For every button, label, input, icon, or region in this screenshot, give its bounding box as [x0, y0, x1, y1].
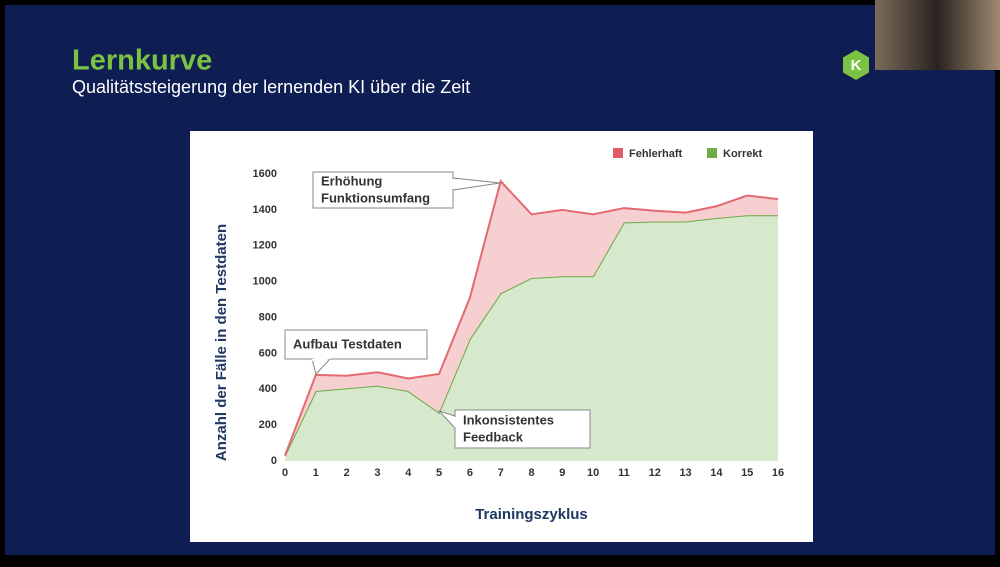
annotation-text: Funktionsumfang — [321, 190, 430, 205]
x-tick-label: 7 — [498, 467, 504, 479]
x-tick-label: 14 — [710, 467, 723, 479]
x-tick-label: 12 — [649, 467, 661, 479]
x-tick-label: 0 — [282, 467, 288, 479]
y-tick-label: 1600 — [253, 168, 277, 180]
x-tick-label: 2 — [344, 467, 350, 479]
legend-label: Korrekt — [723, 148, 762, 160]
y-tick-label: 1000 — [253, 276, 277, 288]
x-tick-label: 8 — [528, 467, 534, 479]
slide-subtitle: Qualitätssteigerung der lernenden KI übe… — [72, 77, 470, 97]
legend-swatch — [613, 148, 623, 158]
annotation-text: Aufbau Testdaten — [293, 336, 402, 351]
legend-swatch — [707, 148, 717, 158]
annotation-box — [312, 171, 454, 209]
y-axis-label: Anzahl der Fälle in den Testdaten — [213, 224, 230, 461]
annotation-text: Feedback — [463, 429, 524, 444]
y-tick-label: 1200 — [253, 240, 277, 252]
area — [285, 181, 778, 456]
x-tick-label: 1 — [313, 467, 319, 479]
annotation-box — [454, 409, 591, 449]
y-tick-label: 1400 — [253, 204, 277, 216]
x-tick-label: 10 — [587, 467, 599, 479]
logo — [843, 50, 869, 80]
y-tick-label: 0 — [271, 455, 277, 467]
y-tick-label: 600 — [259, 347, 277, 359]
annotation-seam — [311, 357, 331, 361]
x-tick-label: 16 — [772, 467, 784, 479]
x-tick-label: 4 — [405, 467, 412, 479]
annotation-text: Erhöhung — [321, 173, 382, 188]
annotation-box — [284, 329, 428, 360]
logo-text: K — [851, 57, 862, 74]
slide-title: Lernkurve — [72, 45, 212, 77]
x-tick-label: 11 — [618, 467, 630, 479]
annotation-text: Inkonsistentes — [463, 412, 554, 427]
webcam-overlay — [875, 0, 1000, 70]
area — [285, 215, 778, 461]
x-tick-label: 6 — [467, 467, 473, 479]
y-tick-label: 800 — [259, 311, 277, 323]
x-tick-label: 13 — [679, 467, 691, 479]
area-line — [284, 179, 779, 456]
legend-label: Fehlerhaft — [629, 148, 683, 160]
x-axis-label: Trainingszyklus — [475, 506, 588, 523]
x-tick-label: 3 — [374, 467, 380, 479]
y-tick-label: 200 — [259, 419, 277, 431]
y-tick-label: 400 — [259, 383, 277, 395]
x-tick-label: 5 — [436, 467, 442, 479]
x-tick-label: 15 — [741, 467, 753, 479]
x-tick-label: 9 — [559, 467, 565, 479]
